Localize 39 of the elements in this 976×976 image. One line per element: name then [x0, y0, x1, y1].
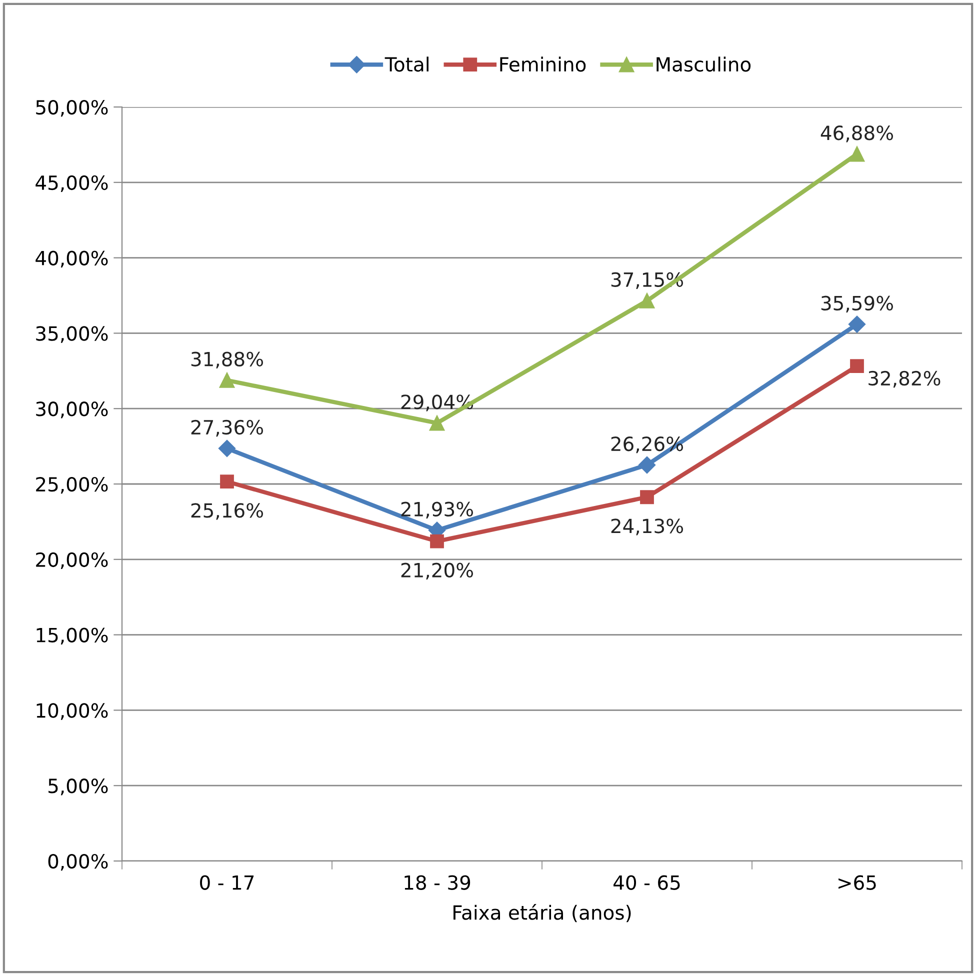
x-tick-label: 18 - 39 — [404, 875, 470, 890]
data-label: 25,16% — [191, 503, 263, 520]
point — [848, 316, 866, 333]
y-tick-label: 30,00% — [36, 402, 108, 418]
x-tick-label: 40 - 65 — [614, 875, 680, 890]
y-tick-label: 20,00% — [36, 552, 108, 570]
point — [640, 490, 654, 504]
data-label: 35,59% — [821, 296, 893, 312]
data-label: 31,88% — [191, 352, 263, 368]
data-label: 27,36% — [191, 420, 263, 437]
x-tick-label: 0 - 17 — [200, 875, 254, 890]
legend-label: Masculino — [656, 56, 751, 72]
point — [218, 440, 236, 457]
data-label: 32,82% — [868, 370, 940, 388]
point — [429, 415, 445, 431]
point — [639, 293, 655, 308]
legend-label: Feminino — [500, 56, 586, 72]
y-tick-label: 50,00% — [36, 100, 108, 117]
point — [219, 372, 235, 388]
y-tick-label: 45,00% — [36, 175, 108, 192]
point — [430, 534, 444, 548]
data-label: 21,93% — [401, 502, 473, 518]
point — [850, 359, 864, 374]
point — [638, 456, 656, 474]
legend-label: Total — [384, 56, 428, 72]
y-tick-label: 5,00% — [48, 778, 108, 796]
y-tick-label: 0,00% — [48, 854, 108, 871]
x-axis-title: Faixa etária (anos) — [454, 904, 631, 922]
x-tick-label: >65 — [838, 875, 876, 890]
y-tick-label: 40,00% — [36, 250, 108, 268]
point — [220, 474, 234, 489]
data-label: 24,13% — [611, 518, 683, 536]
data-label: 46,88% — [820, 126, 893, 142]
y-tick-label: 15,00% — [36, 628, 108, 644]
y-tick-label: 10,00% — [36, 703, 108, 720]
y-tick-label: 35,00% — [36, 326, 108, 343]
data-label: 21,20% — [401, 562, 473, 580]
y-tick-label: 25,00% — [36, 476, 108, 494]
point — [849, 146, 865, 162]
